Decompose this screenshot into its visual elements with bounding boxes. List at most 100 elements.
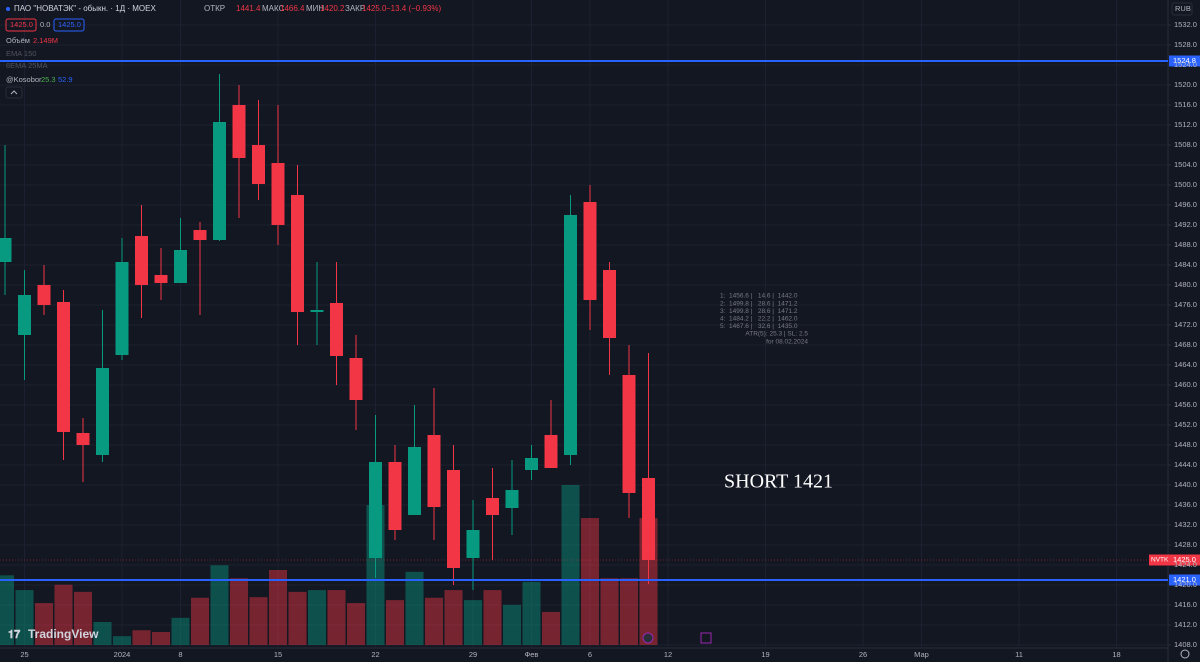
candle-body: [310, 310, 324, 312]
candle-body: [96, 368, 109, 455]
symbol-tag: [1149, 554, 1169, 566]
bid[interactable]: 1425.0: [10, 20, 33, 29]
status-dot: [6, 7, 10, 11]
y-tick-label: 1428.0: [1174, 540, 1197, 549]
x-tick-label: 29: [469, 650, 477, 659]
volume-bar: [35, 603, 53, 645]
indicator-hidden[interactable]: 6EMA 25MA: [6, 61, 48, 70]
y-tick-label: 1500.0: [1174, 180, 1197, 189]
table-row: 2: 1499.8 | 28.6 | 1471.2: [720, 300, 798, 307]
collapse-icon[interactable]: [10, 90, 18, 95]
ohlc-label: ОТКР: [204, 4, 225, 13]
volume-bar: [15, 590, 34, 645]
volume-name: Объём: [6, 36, 30, 45]
candle-body: [232, 105, 246, 158]
volume-bar: [464, 600, 482, 645]
candle-body: [76, 433, 90, 445]
brand[interactable]: TradingView: [28, 627, 99, 641]
candle-body: [291, 195, 304, 312]
bid-box[interactable]: [5, 18, 37, 32]
x-tick-label: 25: [20, 650, 28, 659]
indicator-value: 52.9: [58, 75, 73, 84]
x-tick-label: 22: [371, 650, 379, 659]
spread: 0.0: [40, 20, 50, 29]
candle-body: [388, 462, 402, 530]
candle-body: [174, 250, 187, 283]
candle-layer: [0, 74, 655, 590]
y-tick-label: 1412.0: [1174, 620, 1197, 629]
y-tick-label: 1444.0: [1174, 460, 1197, 469]
atr-table: 1: 1456.6 | 14.6 | 1442.02: 1499.8 | 28.…: [720, 293, 808, 346]
candle-body: [408, 447, 421, 515]
y-tick-label: 1492.0: [1174, 220, 1197, 229]
x-tick-label: Мар: [914, 650, 929, 659]
ask[interactable]: 1425.0: [58, 20, 81, 29]
candle-body: [193, 230, 207, 240]
overlay-layer: 1524.8 1421.0 NVTK 1425.0: [0, 55, 1200, 586]
candle-body: [252, 145, 265, 184]
currency-box[interactable]: [1171, 2, 1193, 16]
collapse-button[interactable]: [5, 86, 23, 99]
y-tick-label: 1440.0: [1174, 480, 1197, 489]
ohlc-label: МАКС: [262, 4, 285, 13]
x-tick-label: 2024: [114, 650, 131, 659]
settings-icon[interactable]: [1180, 649, 1190, 659]
indicator-name[interactable]: @Kosobor: [6, 75, 42, 84]
candle-body: [0, 238, 12, 262]
volume-bar: [152, 632, 170, 645]
table-row: 5: 1467.6 | 32.6 | 1435.0: [720, 323, 798, 330]
y-tick-label: 1508.0: [1174, 140, 1197, 149]
x-tick-label: 26: [859, 650, 867, 659]
ask-box[interactable]: [53, 18, 85, 32]
volume-bar: [269, 570, 287, 645]
candle-body: [583, 202, 597, 300]
ohlc-value: 1466.4: [280, 4, 305, 13]
earnings-icon[interactable]: [700, 632, 712, 644]
x-tick-label: Фев: [525, 650, 539, 659]
candle-body: [466, 530, 480, 558]
candle-body: [213, 122, 226, 240]
candle-body: [57, 302, 70, 432]
volume-bar: [308, 590, 326, 645]
volume-bar: [230, 578, 248, 645]
table-row: ATR(5): 25.3 | SL: 2.5: [745, 331, 808, 338]
volume-bar: [561, 485, 580, 645]
volume-bar: [405, 571, 424, 645]
x-tick-label: 6: [588, 650, 592, 659]
event-icon[interactable]: [642, 632, 654, 644]
y-tick-label: 1432.0: [1174, 520, 1197, 529]
ohlc-change: −13.4 (−0.93%): [386, 4, 441, 13]
x-tick-label: 12: [664, 650, 672, 659]
table-row: for 08.02.2024: [766, 338, 808, 345]
price-tag-label: 1524.8: [1173, 56, 1196, 65]
candle-body: [18, 295, 31, 335]
y-tick-label: 1520.0: [1174, 80, 1197, 89]
volume-bar: [93, 621, 112, 645]
y-tick-label: 1488.0: [1174, 240, 1197, 249]
volume-bar: [54, 584, 73, 645]
indicator-value: 25.3: [41, 75, 56, 84]
price-tag: [1169, 55, 1200, 67]
y-tick-label: 1452.0: [1174, 420, 1197, 429]
price-tag-label: 1421.0: [1173, 575, 1196, 584]
ohlc-label: МИН: [306, 4, 324, 13]
brand-logo[interactable]: 𝟏𝟕: [8, 629, 21, 641]
volume-bar: [347, 603, 365, 645]
candle-body: [115, 262, 129, 355]
symbol-tag-label: NVTK: [1151, 557, 1169, 564]
indicator-hidden[interactable]: EMA 150: [6, 49, 36, 58]
volume-bar: [542, 611, 560, 645]
candle-body: [427, 435, 441, 507]
volume-bar: [191, 597, 209, 645]
y-tick-label: 1436.0: [1174, 500, 1197, 509]
y-tick-label: 1416.0: [1174, 600, 1197, 609]
candle-body: [271, 163, 285, 225]
table-row: 3: 1499.8 | 28.6 | 1471.2: [720, 308, 798, 315]
x-tick-label: 18: [1112, 650, 1120, 659]
currency[interactable]: RUB: [1175, 4, 1191, 13]
candle-body: [544, 435, 558, 468]
table-row: 1: 1456.6 | 14.6 | 1442.0: [720, 293, 798, 300]
table-row: 4: 1484.2 | 22.2 | 1462.0: [720, 316, 798, 323]
